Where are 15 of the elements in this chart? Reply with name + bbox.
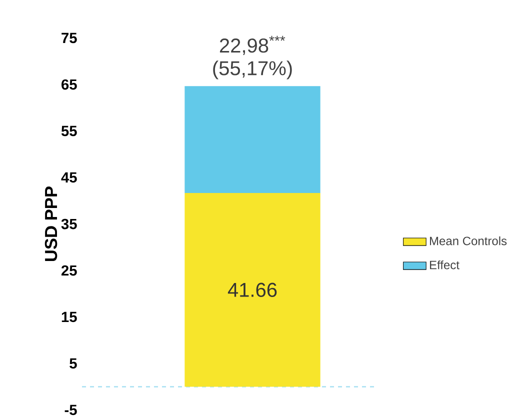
- y-tick-label: 65: [62, 79, 77, 90]
- y-tick-label: 45: [61, 172, 77, 183]
- y-tick-label: 25: [61, 265, 77, 276]
- data-label: 41.66: [228, 282, 277, 297]
- y-tick-label: 75: [62, 32, 77, 44]
- y-tick-label: 35: [61, 218, 77, 230]
- legend-label: Mean Controls: [430, 236, 507, 246]
- y-axis-title: USD PPP: [44, 186, 58, 262]
- y-tick-label: 5: [70, 358, 77, 369]
- legend-label: Effect: [430, 260, 460, 270]
- y-tick-label: 15: [62, 312, 77, 322]
- y-tick-label: 55: [61, 126, 77, 136]
- annotation: (55,17%): [213, 60, 292, 80]
- data-label: 22,98$^{***}$: [220, 36, 286, 55]
- y-tick-label: -5: [64, 404, 77, 416]
